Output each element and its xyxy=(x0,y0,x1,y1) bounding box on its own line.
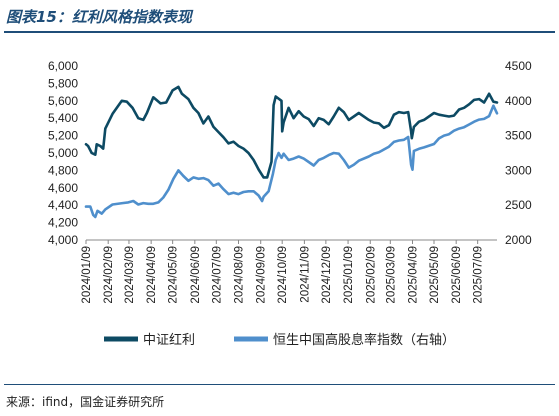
x-tick-label: 2025/03/09 xyxy=(385,246,397,304)
legend-label-series-2: 恒生中国高股息率指数（右轴） xyxy=(273,332,455,348)
chart-title: 图表15：红利风格指数表现 xyxy=(6,8,192,26)
x-tick-label: 2024/04/09 xyxy=(146,246,158,304)
series-line-2 xyxy=(84,104,499,219)
x-tick-label: 2025/05/09 xyxy=(429,246,441,304)
x-tick-label: 2024/06/09 xyxy=(190,246,202,304)
title-divider xyxy=(4,31,555,33)
y-left-tick-label: 5,800 xyxy=(48,76,78,90)
y-right-tick-label: 4000 xyxy=(505,94,532,108)
x-tick-label: 2024/08/09 xyxy=(234,246,246,304)
x-tick-label: 2024/05/09 xyxy=(168,246,180,304)
source-divider xyxy=(4,384,555,385)
y-left-tick-label: 4,000 xyxy=(48,233,78,247)
x-tick-label: 2025/01/09 xyxy=(343,246,355,304)
x-tick-label: 2024/11/09 xyxy=(299,246,311,303)
source-note: 来源：ifind，国金证券研究所 xyxy=(6,395,165,409)
y-left-tick-label: 5,600 xyxy=(48,94,78,108)
x-tick-label: 2025/02/09 xyxy=(365,246,377,304)
x-tick-label: 2025/06/09 xyxy=(451,246,463,304)
x-tick-label: 2024/12/09 xyxy=(321,246,333,304)
y-left-tick-label: 5,000 xyxy=(48,146,78,160)
y-right-tick-label: 3500 xyxy=(505,129,532,143)
y-left-tick-label: 5,200 xyxy=(48,129,78,143)
chart-lines xyxy=(84,85,499,219)
y-right-tick-label: 2000 xyxy=(505,233,532,247)
y-right-tick-label: 4500 xyxy=(505,59,532,73)
y-left-tick-label: 5,400 xyxy=(48,111,78,125)
series-line-1 xyxy=(84,85,499,179)
y-left-tick-label: 4,600 xyxy=(48,181,78,195)
legend-label-series-1: 中证红利 xyxy=(143,332,195,348)
x-tick-label: 2025/04/09 xyxy=(408,246,420,304)
y-left-tick-label: 4,200 xyxy=(48,216,78,230)
chart-axes: 4,000 4,200 4,400 4,600 4,800 5,000 5,200 5,400… xyxy=(48,59,532,304)
x-tick-label: 2025/07/09 xyxy=(473,246,485,304)
y-left-tick-label: 4,400 xyxy=(48,198,78,212)
y-right-tick-label: 2500 xyxy=(505,198,532,212)
y-right-tick-label: 3000 xyxy=(505,163,532,177)
x-tick-label: 2024/09/09 xyxy=(256,246,268,304)
x-tick-label: 2024/03/09 xyxy=(124,246,136,304)
x-tick-label: 2024/07/09 xyxy=(211,246,223,304)
x-tick-label: 2024/02/09 xyxy=(103,246,115,304)
y-left-tick-label: 6,000 xyxy=(48,59,78,73)
chart-legend: 中证红利 恒生中国高股息率指数（右轴） xyxy=(104,332,455,348)
y-left-tick-label: 4,800 xyxy=(48,163,78,177)
x-tick-label: 2024/10/09 xyxy=(277,246,289,304)
x-tick-label: 2024/01/09 xyxy=(81,246,93,304)
